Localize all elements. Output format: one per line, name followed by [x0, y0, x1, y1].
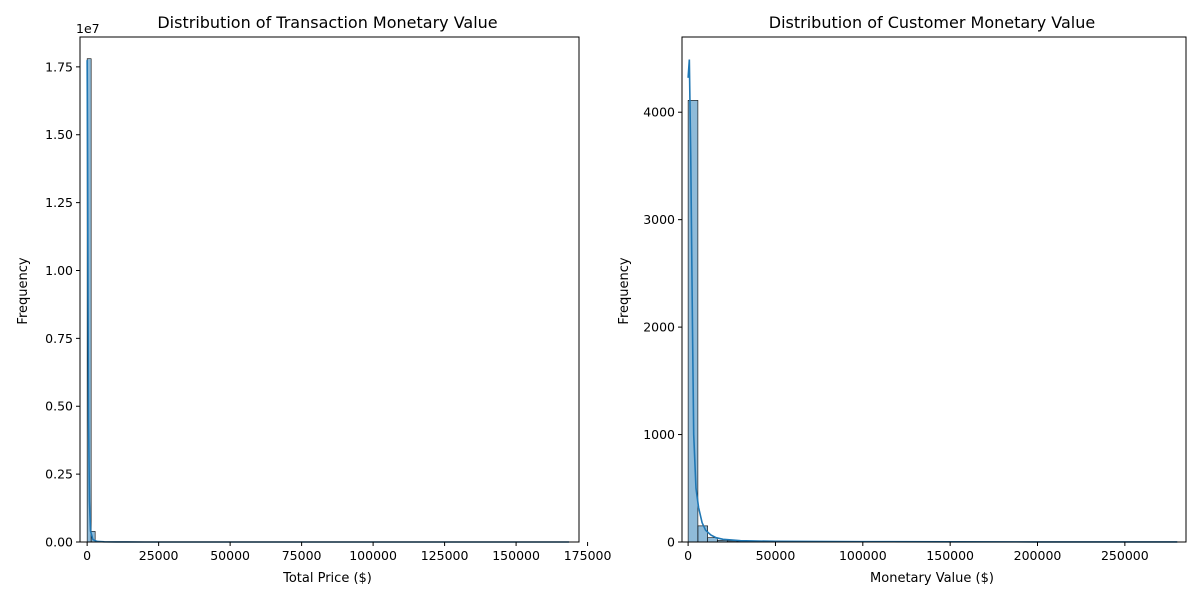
right-chart-x-tick-label: 200000: [1014, 548, 1062, 563]
left-chart-x-tick-label: 100000: [349, 548, 397, 563]
left-chart-x-tick-label: 125000: [421, 548, 469, 563]
left-chart-y-tick-label: 0.50: [45, 399, 73, 414]
left-chart-offset-label: 1e7: [76, 21, 100, 36]
left-chart-y-ticks: 0.00 0.25 0.50 0.75 1.00 1.25 1.50 1.75: [45, 59, 80, 550]
left-chart-x-ticks: 0 25000 50000 75000 100000 125000 150000 175000: [83, 542, 611, 563]
right-chart-y-ticks: 0 1000 2000 3000 4000: [643, 105, 682, 550]
right-chart-kde-line: [687, 59, 1178, 543]
left-chart-y-tick-label: 0.25: [45, 467, 73, 482]
right-chart-bars: [687, 100, 1178, 543]
left-chart-x-tick-label: 50000: [210, 548, 250, 563]
left-chart-frame: [79, 36, 580, 543]
right-chart-y-tick-label: 3000: [643, 212, 675, 227]
right-chart-x-tick-label: 100000: [839, 548, 887, 563]
left-chart-y-tick-label: 1.75: [45, 59, 73, 74]
left-chart-x-tick-label: 0: [83, 548, 91, 563]
right-chart-kde: [687, 59, 1178, 543]
right-chart-x-tick-label: 50000: [756, 548, 796, 563]
right-chart-y-tick-label: 1000: [643, 427, 675, 442]
right-chart-y-tick-label: 0: [667, 535, 675, 550]
left-chart-y-tick-label: 0.75: [45, 331, 73, 346]
right-chart-title: Distribution of Customer Monetary Value: [769, 13, 1095, 32]
right-chart-bar: [697, 525, 708, 543]
left-chart-x-tick-label: 175000: [564, 548, 612, 563]
left-chart-y-tick-label: 1.00: [45, 263, 73, 278]
left-chart-y-tick-label: 1.50: [45, 127, 73, 142]
left-chart-xlabel: Total Price ($): [282, 571, 372, 586]
left-chart-kde: [86, 60, 569, 543]
left-chart-x-tick-label: 150000: [492, 548, 540, 563]
left-chart-ylabel: Frequency: [16, 257, 31, 324]
right-chart-x-tick-label: 0: [684, 548, 692, 563]
left-chart-title: Distribution of Transaction Monetary Val…: [157, 13, 497, 32]
left-chart: Distribution of Transaction Monetary Val…: [16, 13, 611, 586]
left-chart-kde-line: [86, 60, 569, 543]
right-chart-x-ticks: 0 50000 100000 150000 200000 250000: [684, 542, 1149, 563]
right-chart: Distribution of Customer Monetary Value …: [617, 13, 1187, 586]
left-chart-y-tick-label: 0.00: [45, 535, 73, 550]
left-chart-x-tick-label: 25000: [139, 548, 179, 563]
right-chart-y-tick-label: 4000: [643, 105, 675, 120]
left-chart-x-tick-label: 75000: [282, 548, 322, 563]
right-chart-x-tick-label: 150000: [926, 548, 974, 563]
right-chart-xlabel: Monetary Value ($): [870, 571, 994, 586]
right-chart-ylabel: Frequency: [617, 257, 632, 324]
right-chart-y-tick-label: 2000: [643, 320, 675, 335]
right-chart-x-tick-label: 250000: [1101, 548, 1149, 563]
right-chart-frame: [681, 36, 1187, 543]
left-chart-y-tick-label: 1.25: [45, 195, 73, 210]
